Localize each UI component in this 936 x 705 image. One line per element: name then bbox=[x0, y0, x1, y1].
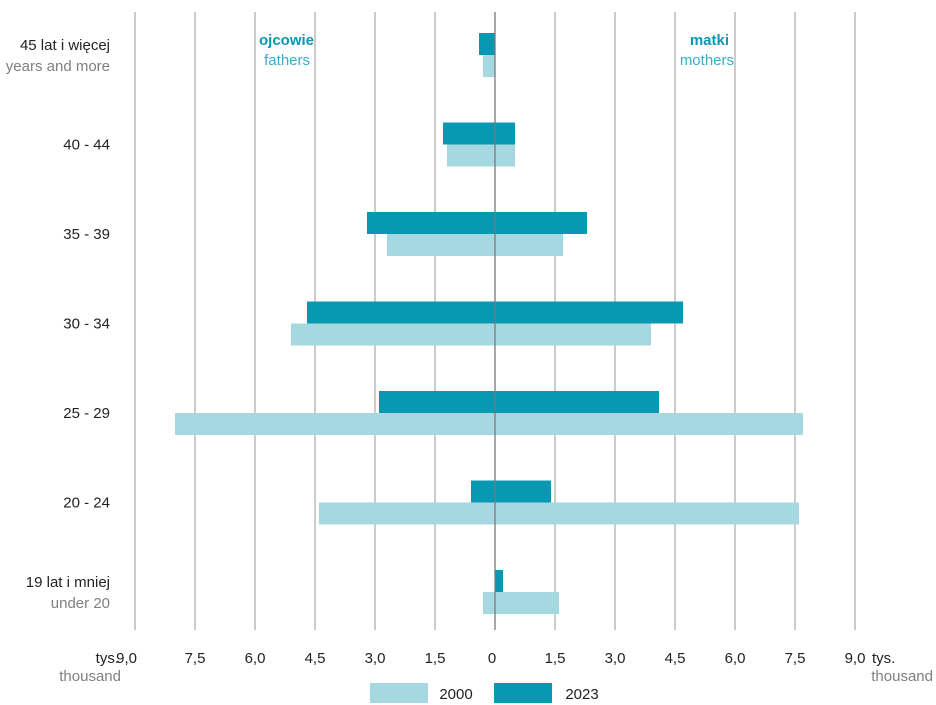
bar-2000-mothers bbox=[495, 592, 559, 614]
bar-2000-mothers bbox=[495, 502, 799, 525]
bar-2023-mothers bbox=[495, 570, 503, 592]
bar-2023-fathers bbox=[379, 391, 495, 413]
bar-2000-fathers bbox=[483, 592, 495, 614]
unit-left-pl: tys. bbox=[96, 650, 119, 667]
bar-2023-mothers bbox=[495, 122, 515, 145]
bar-2000-fathers bbox=[319, 502, 495, 525]
tick-label: 6,0 bbox=[245, 650, 266, 667]
tick-label: 9,0 bbox=[116, 650, 137, 667]
tick-labels: 9,0 7,5 6,0 4,5 3,0 1,5 0 1,5 3,0 4,5 6,0 7,5 9,0 bbox=[116, 650, 865, 667]
category-label-en: under 20 bbox=[51, 595, 110, 612]
bar-2023-fathers bbox=[307, 301, 495, 324]
right-group-label-en: mothers bbox=[680, 52, 734, 69]
bar-group bbox=[175, 33, 803, 614]
bar-2023-fathers bbox=[479, 33, 495, 55]
unit-right-pl: tys. bbox=[872, 650, 895, 667]
bar-2000-fathers bbox=[483, 55, 495, 77]
category-label: 35 - 39 bbox=[63, 226, 110, 243]
bar-2023-fathers bbox=[443, 122, 495, 145]
tick-label: 3,0 bbox=[605, 650, 626, 667]
legend: 2000 2023 bbox=[370, 683, 599, 703]
bar-2000-mothers bbox=[495, 323, 651, 346]
legend-label: 2023 bbox=[565, 686, 598, 703]
tick-label: 0 bbox=[488, 650, 496, 667]
bar-2023-fathers bbox=[367, 212, 495, 234]
bar-2000-fathers bbox=[387, 234, 495, 256]
legend-swatch bbox=[494, 683, 552, 703]
category-label: 30 - 34 bbox=[63, 316, 110, 333]
tick-label: 3,0 bbox=[365, 650, 386, 667]
category-label: 19 lat i mniej bbox=[26, 574, 110, 591]
category-label: 40 - 44 bbox=[63, 137, 110, 154]
tick-label: 4,5 bbox=[665, 650, 686, 667]
bar-2000-mothers bbox=[495, 144, 515, 167]
tick-label: 7,5 bbox=[785, 650, 806, 667]
tick-label: 4,5 bbox=[305, 650, 326, 667]
bar-2023-mothers bbox=[495, 480, 551, 503]
bar-2023-mothers bbox=[495, 301, 683, 324]
left-group-label-pl: ojcowie bbox=[259, 32, 314, 49]
unit-left-en: thousand bbox=[59, 668, 121, 685]
category-label: 20 - 24 bbox=[63, 495, 110, 512]
legend-label: 2000 bbox=[439, 686, 472, 703]
bar-2000-mothers bbox=[495, 413, 803, 435]
bar-2023-mothers bbox=[495, 391, 659, 413]
bar-2023-fathers bbox=[471, 480, 495, 503]
category-label: 45 lat i więcej bbox=[20, 37, 110, 54]
tick-label: 9,0 bbox=[845, 650, 866, 667]
left-group-label-en: fathers bbox=[264, 52, 310, 69]
right-group-label-pl: matki bbox=[690, 32, 729, 49]
category-label: 25 - 29 bbox=[63, 405, 110, 422]
bar-2023-mothers bbox=[495, 212, 587, 234]
unit-right-en: thousand bbox=[871, 668, 933, 685]
tick-label: 6,0 bbox=[725, 650, 746, 667]
tick-label: 7,5 bbox=[185, 650, 206, 667]
category-label-en: years and more bbox=[6, 58, 110, 75]
bar-2000-fathers bbox=[291, 323, 495, 346]
legend-swatch bbox=[370, 683, 428, 703]
category-labels: 45 lat i więcej years and more 40 - 44 35 -… bbox=[6, 37, 110, 612]
tick-label: 1,5 bbox=[425, 650, 446, 667]
bar-2000-fathers bbox=[175, 413, 495, 435]
tick-label: 1,5 bbox=[545, 650, 566, 667]
bar-2000-mothers bbox=[495, 234, 563, 256]
bar-2000-fathers bbox=[447, 144, 495, 167]
